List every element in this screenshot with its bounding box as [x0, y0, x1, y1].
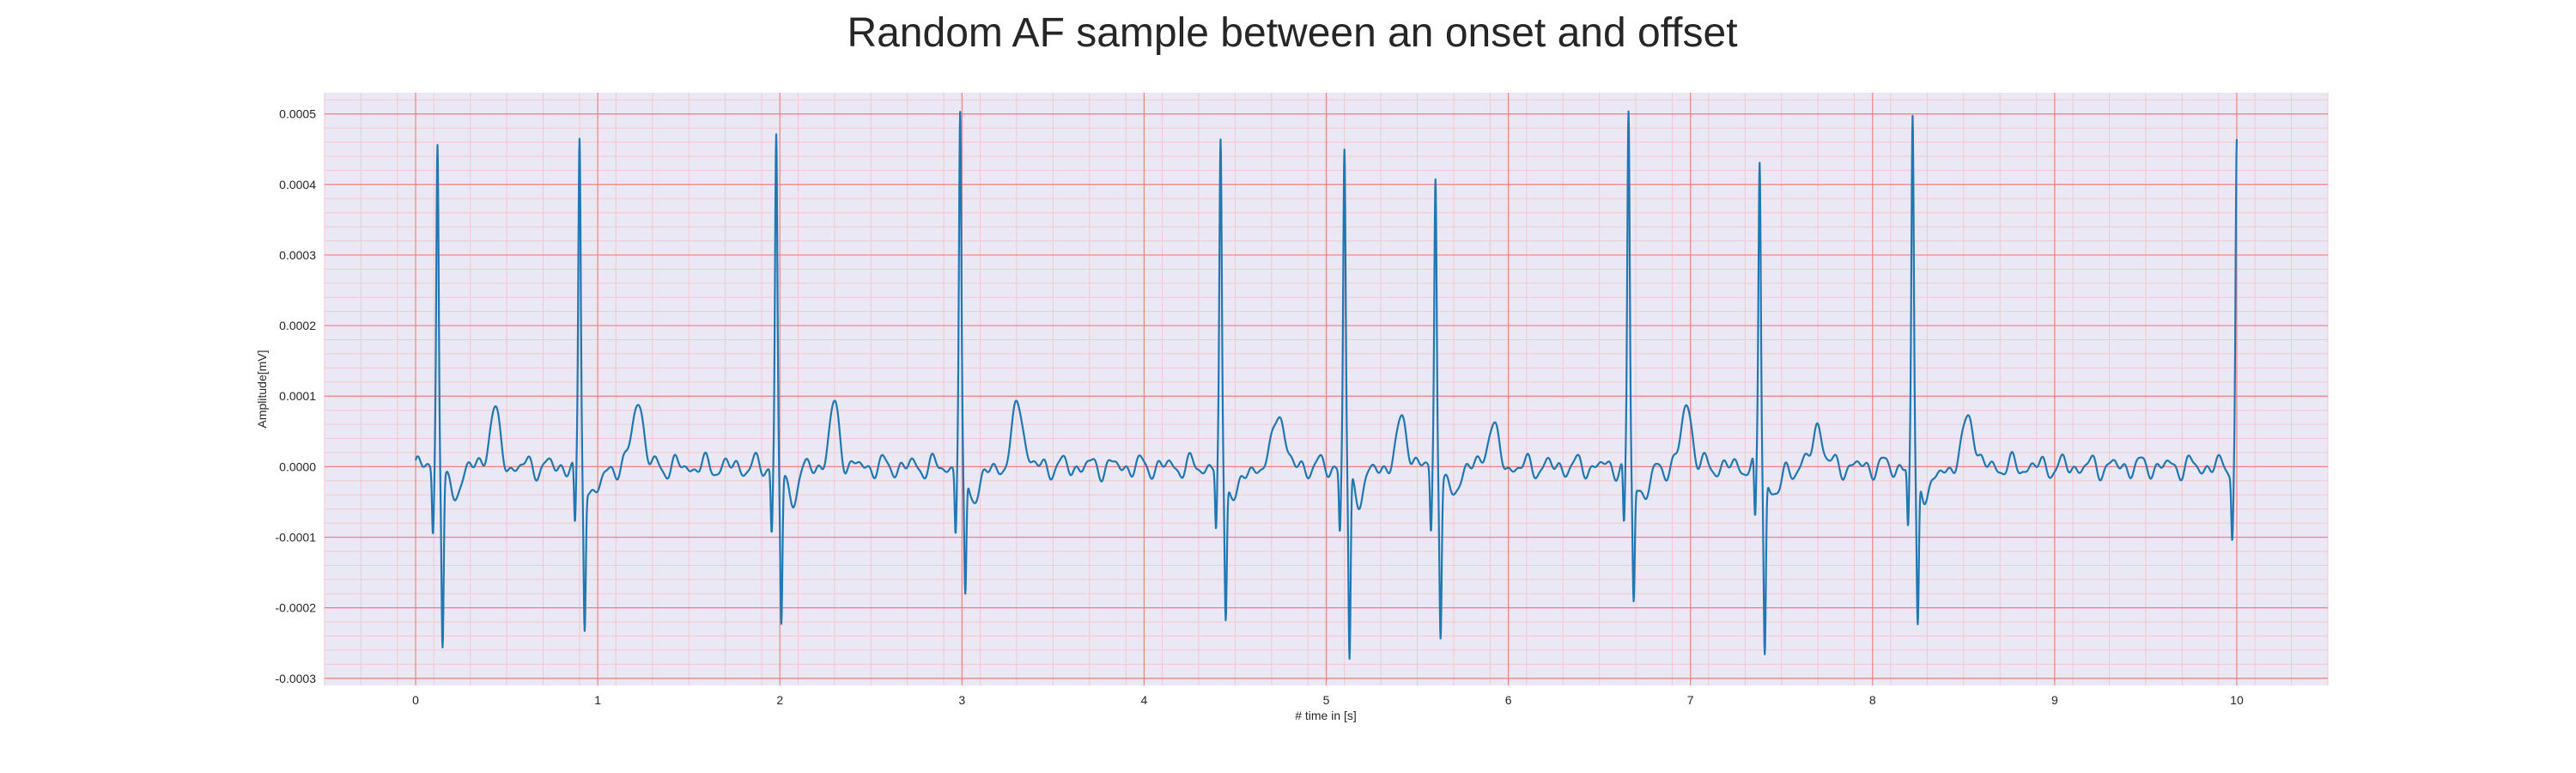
chart-title: Random AF sample between an onset and of… [847, 10, 1737, 56]
y-tick-label: -0.0003 [276, 672, 317, 685]
x-tick-label: 5 [1323, 693, 1330, 707]
x-tick-label: 1 [594, 693, 601, 707]
x-tick-label: 4 [1141, 693, 1148, 707]
y-tick-label: 0.0004 [279, 178, 316, 192]
y-tick-label: -0.0001 [276, 531, 317, 545]
y-tick-label: 0.0003 [279, 248, 316, 262]
y-axis-label: Amplitude[mV] [255, 350, 269, 428]
y-tick-label: -0.0002 [276, 601, 317, 615]
y-tick-label: 0.0001 [279, 389, 316, 403]
y-tick-label: 0.0000 [279, 460, 316, 473]
y-axis-ticks: -0.0003 -0.0002 -0.0001 0.0000 0.0001 0.0002 0… [276, 107, 317, 685]
x-tick-label: 2 [776, 693, 783, 707]
y-tick-label: 0.0002 [279, 319, 316, 332]
x-tick-label: 6 [1505, 693, 1512, 707]
x-axis-ticks: 0 1 2 3 4 5 6 7 8 9 10 [412, 693, 2244, 707]
x-tick-label: 0 [412, 693, 419, 707]
x-tick-label: 7 [1687, 693, 1694, 707]
x-axis-label: # time in [s] [1295, 709, 1357, 722]
y-tick-label: 0.0005 [279, 107, 316, 121]
major-grid [325, 93, 2328, 685]
ecg-signal-line [414, 110, 2239, 660]
x-tick-label: 8 [1869, 693, 1876, 707]
x-tick-label: 9 [2051, 693, 2058, 707]
x-tick-label: 10 [2230, 693, 2244, 707]
x-tick-label: 3 [958, 693, 965, 707]
